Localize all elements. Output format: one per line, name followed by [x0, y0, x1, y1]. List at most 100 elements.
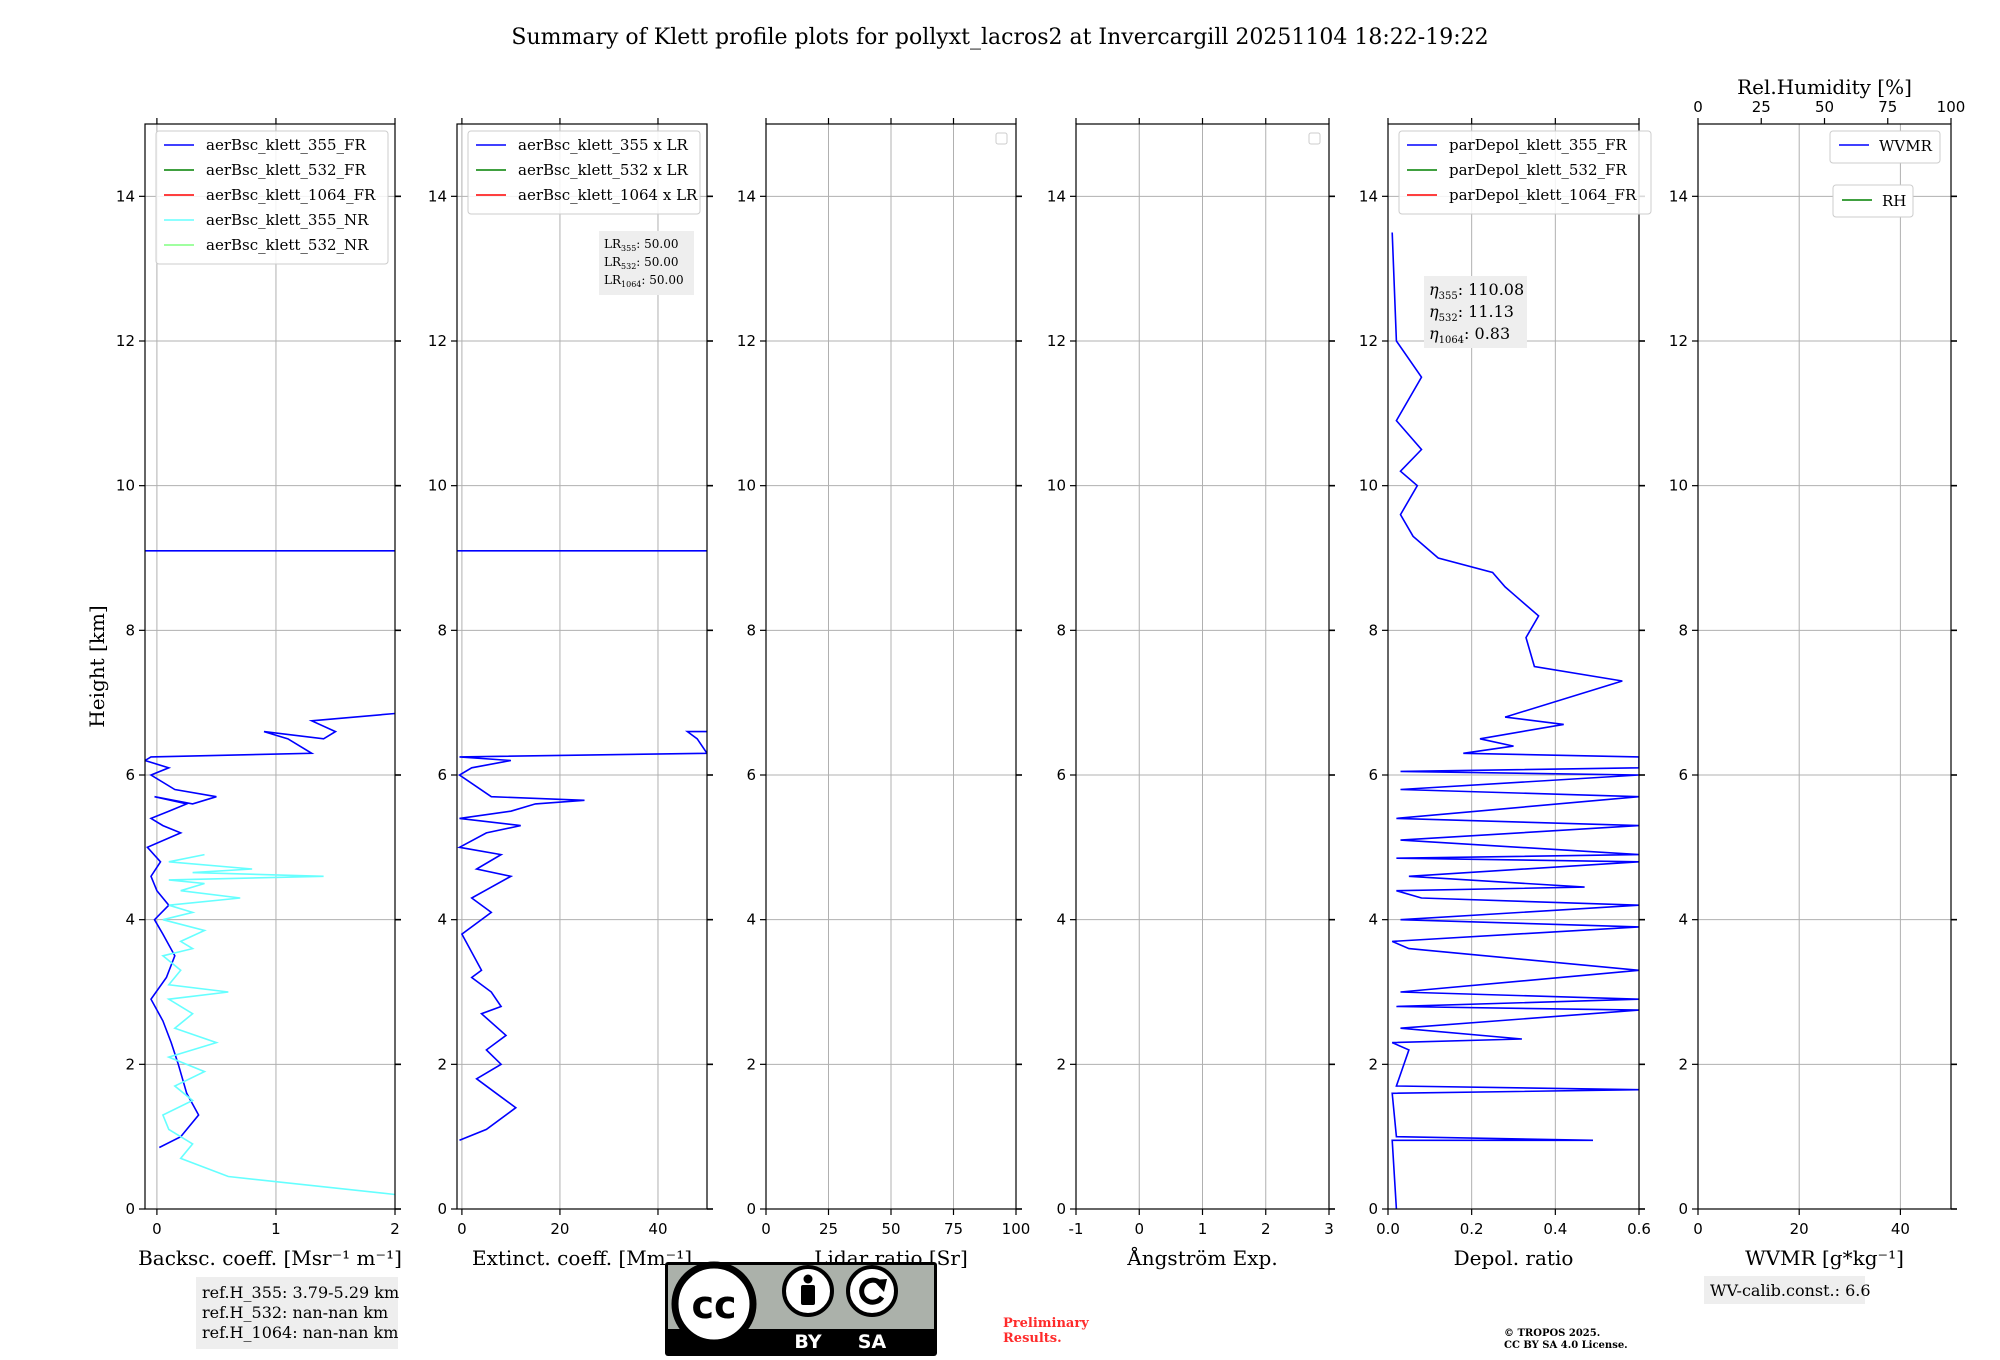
y-tick-label: 8	[746, 621, 756, 639]
legend-label: parDepol_klett_355_FR	[1449, 136, 1627, 154]
x-tick-label: 0	[457, 1220, 467, 1238]
y-tick-label: 10	[116, 477, 135, 495]
y-tick-label: 8	[1368, 621, 1378, 639]
y-tick-label: 6	[1368, 766, 1378, 784]
series-line-parDepol_klett_355_FR	[1391, 232, 1639, 1209]
y-tick-label: 8	[437, 621, 447, 639]
wv-calib-text: WV-calib.const.: 6.6	[1710, 1281, 1871, 1300]
y-tick-label: 0	[1056, 1200, 1066, 1218]
panel-water_vapor: 0 20 40 0 2 4 6 8 10 12 14 WVMR [g*kg⁻¹] 0 25 50 75 100 R…	[1669, 75, 1965, 1304]
lidar-ratio-text: LR1064: 50.00	[604, 273, 684, 289]
y-tick-label: 14	[737, 187, 756, 205]
x-tick-label: 0.2	[1460, 1220, 1484, 1238]
y-tick-label: 2	[1368, 1055, 1378, 1073]
x-tick-label: 100	[1002, 1220, 1031, 1238]
cc-icon	[671, 1261, 757, 1347]
preliminary-text: Preliminary	[1003, 1316, 1089, 1331]
x-tick-label: 0	[761, 1220, 771, 1238]
by-label: BY	[794, 1331, 821, 1353]
y-tick-label: 4	[1056, 911, 1066, 929]
y-tick-label: 14	[116, 187, 135, 205]
y-tick-label: 8	[1056, 621, 1066, 639]
eta-box	[1424, 276, 1527, 348]
y-tick-label: 4	[437, 911, 447, 929]
y-tick-label: 4	[1368, 911, 1378, 929]
axes-frame	[144, 123, 396, 1210]
figure-title: Summary of Klett profile plots for polly…	[511, 25, 1488, 50]
legend-label: aerBsc_klett_355 x LR	[518, 136, 689, 154]
x-axis-label: Extinct. coeff. [Mm⁻¹]	[472, 1246, 692, 1270]
y-tick-label: 12	[737, 332, 756, 350]
x-tick-label: 0.6	[1627, 1220, 1651, 1238]
y-tick-label: 6	[125, 766, 135, 784]
legend-label: aerBsc_klett_355_NR	[206, 211, 369, 229]
y-tick-label: 12	[1359, 332, 1378, 350]
panel-extinction: 0 20 40 0 2 4 6 8 10 12 14 Extinct. coeff. [Mm⁻¹] ae…	[428, 118, 713, 1270]
legend-label: aerBsc_klett_532 x LR	[518, 161, 689, 179]
by-icon-body	[801, 1285, 815, 1305]
x-axis-label: Ångström Exp.	[1126, 1245, 1277, 1270]
eta-text: η355: 110.08	[1429, 280, 1524, 302]
series-line-aerBsc_klett_355_FR	[145, 712, 395, 1149]
empty-legend-box	[1308, 132, 1321, 145]
wv-calib-box	[1704, 1276, 1865, 1304]
y-tick-label: 8	[1678, 621, 1688, 639]
x-tick-label: 40	[648, 1220, 667, 1238]
y-tick-label: 10	[428, 477, 447, 495]
y-tick-label: 6	[1056, 766, 1066, 784]
y-tick-label: 0	[437, 1200, 447, 1218]
y-tick-label: 12	[1047, 332, 1066, 350]
x-tick-label: 75	[944, 1220, 963, 1238]
license-badge: cc BY SA	[665, 1261, 937, 1356]
ref-height-text: ref.H_1064: nan-nan km	[202, 1323, 398, 1342]
y-tick-label: 0	[1368, 1200, 1378, 1218]
legend-frame	[155, 130, 389, 265]
legend-label: parDepol_klett_532_FR	[1449, 161, 1627, 179]
y-tick-label: 6	[437, 766, 447, 784]
lidar-ratio-text: LR532: 50.00	[604, 255, 679, 271]
sa-label: SA	[858, 1331, 887, 1353]
x-tick-label: 1	[271, 1220, 281, 1238]
eta-text: η1064: 0.83	[1429, 324, 1510, 346]
top-tick-label: 0	[1693, 98, 1703, 116]
x-tick-label: 0	[152, 1220, 162, 1238]
preliminary-text: Results.	[1003, 1331, 1062, 1346]
y-tick-label: 2	[125, 1055, 135, 1073]
sa-icon	[846, 1265, 898, 1317]
top-tick-label: 25	[1752, 98, 1771, 116]
y-tick-label: 0	[1678, 1200, 1688, 1218]
cc-icon-text: cc	[691, 1283, 736, 1327]
legend-label: RH	[1882, 192, 1906, 210]
series-line-aerBsc_klett_355_NR	[161, 853, 395, 1196]
y-tick-label: 10	[1359, 477, 1378, 495]
x-tick-label: 25	[819, 1220, 838, 1238]
top-axis-label: Rel.Humidity [%]	[1737, 75, 1912, 99]
top-tick-label: 50	[1815, 98, 1834, 116]
x-tick-label: 0	[1693, 1220, 1703, 1238]
lidar-ratio-box	[599, 231, 694, 295]
y-tick-label: 4	[1678, 911, 1688, 929]
x-tick-label: 20	[550, 1220, 569, 1238]
legend-label: aerBsc_klett_532_FR	[206, 161, 366, 179]
sa-icon-arrowhead	[873, 1279, 887, 1292]
y-tick-label: 6	[1678, 766, 1688, 784]
axes-frame	[1697, 123, 1952, 1210]
series-line-aerBsc_klett_355 x LR	[457, 730, 707, 1142]
x-tick-label: 3	[1324, 1220, 1334, 1238]
lidar-ratio-text: LR355: 50.00	[604, 237, 679, 253]
x-tick-label: 2	[1261, 1220, 1271, 1238]
y-tick-label: 0	[746, 1200, 756, 1218]
ref-height-text: ref.H_355: 3.79-5.29 km	[202, 1283, 399, 1302]
y-tick-label: 14	[428, 187, 447, 205]
y-tick-label: 6	[746, 766, 756, 784]
y-tick-label: 2	[746, 1055, 756, 1073]
y-tick-label: 2	[1678, 1055, 1688, 1073]
legend-label: parDepol_klett_1064_FR	[1449, 186, 1637, 204]
y-tick-label: 4	[746, 911, 756, 929]
x-tick-label: 0	[1134, 1220, 1144, 1238]
